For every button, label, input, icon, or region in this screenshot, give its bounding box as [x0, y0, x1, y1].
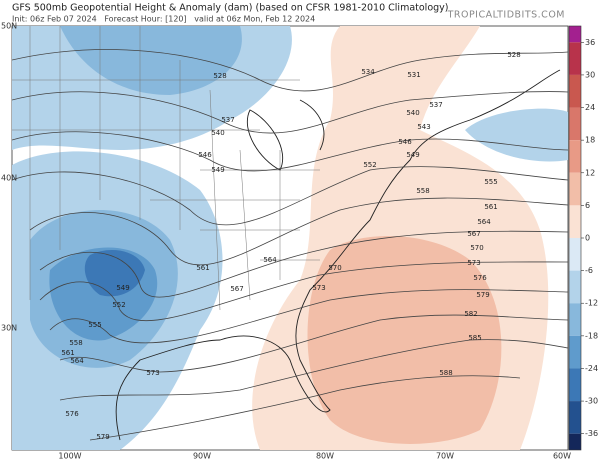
anomaly-area [84, 250, 145, 297]
lon-label: 90W [193, 452, 211, 461]
contour-label: 549 [116, 284, 129, 292]
contour-label: 579 [476, 291, 489, 299]
contour-label: 588 [439, 369, 452, 377]
contour-label: 537 [429, 101, 442, 109]
contour-label: 564 [477, 218, 491, 226]
lon-label: 60W [553, 452, 571, 461]
contour-label: 546 [398, 138, 412, 146]
contour-label: 570 [328, 264, 341, 272]
colorbar-tick-label: 6 [585, 201, 590, 210]
lon-label: 80W [316, 452, 334, 461]
contour-label: 546 [198, 151, 212, 159]
colorbar-tick-label: 36 [585, 38, 595, 47]
contour-label: 528 [507, 51, 520, 59]
colorbar-band [569, 26, 581, 43]
contour-label: 540 [211, 129, 224, 137]
colorbar-tick-label: 18 [585, 136, 595, 145]
anomaly-area [307, 236, 502, 444]
colorbar-band [569, 238, 581, 271]
anomaly-area [60, 26, 242, 95]
colorbar-tick-label: 24 [585, 103, 595, 112]
contour-label: 564 [263, 256, 277, 264]
colorbar-band [569, 433, 581, 450]
contour-label: 573 [312, 284, 325, 292]
contour-label: 576 [473, 274, 487, 282]
contour-label: 543 [417, 123, 430, 131]
colorbar-tick-label: -12 [585, 299, 598, 308]
lon-label: 100W [58, 452, 81, 461]
contour-label: 558 [416, 187, 429, 195]
colorbar-tick-label: 30 [585, 70, 595, 79]
colorbar-band [569, 401, 581, 434]
contour-label: 558 [69, 339, 82, 347]
contour-label: 585 [468, 334, 481, 342]
colorbar-tick-label: -6 [585, 266, 593, 275]
colorbar-band [569, 270, 581, 304]
lat-label: 50N [1, 22, 17, 31]
colorbar-band [569, 172, 581, 206]
colorbar-tick-label: -30 [585, 397, 598, 406]
contour-label: 570 [470, 244, 483, 252]
contour-label: 555 [88, 321, 101, 329]
contour-label: 582 [464, 310, 477, 318]
colorbar-tick-label: -18 [585, 331, 598, 340]
colorbar-band [569, 42, 581, 75]
contour-label: 561 [484, 203, 497, 211]
contour-label: 567 [230, 285, 243, 293]
contour-label: 534 [361, 68, 375, 76]
colorbar-tick-label: 12 [585, 168, 595, 177]
contour-label: 540 [406, 109, 419, 117]
credit: TROPICALTIDBITS.COM [447, 10, 565, 21]
contour-label: 549 [211, 166, 224, 174]
contour-label: 531 [407, 71, 420, 79]
contour-label: 576 [65, 410, 79, 418]
contour-label: 573 [467, 259, 480, 267]
colorbar-tick-label: 0 [585, 234, 590, 243]
lat-label: 40N [1, 174, 17, 183]
colorbar-band [569, 74, 581, 108]
map-title: GFS 500mb Geopotential Height & Anomaly … [12, 3, 449, 14]
contour-label: 549 [406, 151, 419, 159]
map-subtitle: Init: 06z Feb 07 2024 Forecast Hour: [12… [12, 15, 315, 24]
contour-label: 561 [61, 349, 74, 357]
colorbar-tick-label: -36 [585, 429, 598, 438]
contour-label: 564 [70, 357, 84, 365]
contour-label: 537 [221, 116, 234, 124]
lon-label: 70W [436, 452, 454, 461]
contour-label: 567 [467, 230, 480, 238]
colorbar-band [569, 335, 581, 369]
colorbar-band [569, 205, 581, 238]
colorbar-tick-label: -24 [585, 364, 598, 373]
contour-label: 555 [484, 178, 497, 186]
contour-label: 561 [196, 264, 209, 272]
colorbar-band [569, 303, 581, 336]
contour-label: 573 [146, 369, 159, 377]
lat-label: 30N [1, 324, 17, 333]
contour-label: 579 [96, 433, 109, 441]
colorbar-band [569, 140, 581, 173]
contour-label: 552 [112, 301, 125, 309]
map-labels: 528 5345285315375405435465495525555585615… [61, 51, 520, 441]
colorbar-band [569, 107, 581, 141]
contour-label: 552 [363, 161, 376, 169]
map-area [11, 25, 569, 451]
contour-label: 528 [213, 72, 226, 80]
colorbar-band [569, 368, 581, 402]
